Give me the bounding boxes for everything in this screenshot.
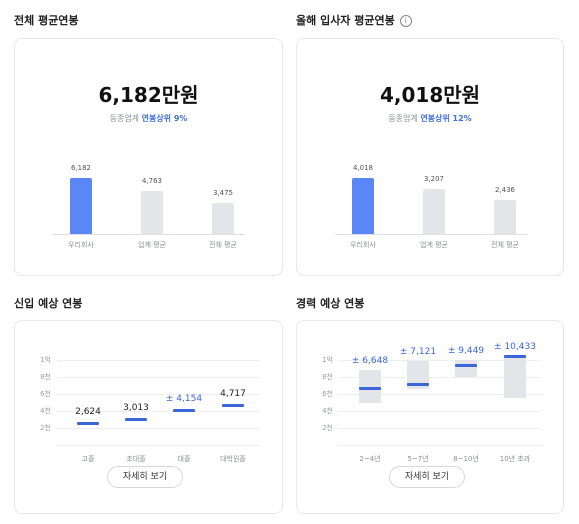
- grid-line: [57, 428, 260, 429]
- salary-mark: [455, 363, 477, 367]
- entry-salary-card: 1억 8천 6천 4천 2천 2,624 고졸 3,013 초대졸 ± 4,154 대졸 4,717 대…: [14, 320, 283, 514]
- bar-category-label: 우리회사: [350, 241, 376, 249]
- overall-salary-rank: 동종업계 연봉상위 9%: [15, 113, 282, 124]
- salary-range: [359, 370, 381, 404]
- grid-line: [57, 445, 260, 446]
- salary-mark: [407, 383, 429, 387]
- new-hire-salary-value: 4,018만원: [379, 83, 481, 107]
- bar-value-label: 3,207: [423, 175, 445, 183]
- grid-line: [57, 394, 260, 395]
- grid-line: [57, 411, 260, 412]
- rank-highlight: 연봉상위 9%: [141, 114, 188, 123]
- salary-value-label: ± 10,433: [494, 342, 536, 353]
- chart-baseline: [53, 234, 245, 235]
- bar: [352, 178, 374, 234]
- x-axis-category: 초대졸: [126, 455, 146, 463]
- salary-value-label: 2,624: [75, 406, 101, 417]
- x-axis-category: 10년 초과: [499, 455, 531, 463]
- rank-highlight: 연봉상위 12%: [420, 114, 472, 123]
- career-salary-card: 1억 8천 6천 4천 2천 ± 6,648 2~4년 ± 7,121 5~7년 ± 9,449 8…: [296, 320, 564, 514]
- x-axis-category: 대졸: [177, 455, 191, 463]
- salary-range: [504, 356, 526, 399]
- grid-line: [339, 411, 542, 412]
- bar-category-label: 전체 평균: [491, 241, 519, 249]
- grid-line: [57, 360, 260, 361]
- bar-category-label: 우리회사: [68, 241, 94, 249]
- new-hire-salary-card: 4,018만원 동종업계 연봉상위 12% 4,018 우리회사 3,207 업계 평…: [296, 38, 564, 276]
- new-hire-salary-rank: 동종업계 연봉상위 12%: [297, 113, 563, 124]
- salary-mark: [125, 418, 147, 422]
- grid-line: [339, 377, 542, 378]
- y-axis-tick: 8천: [322, 373, 333, 381]
- bar-value-label: 3,475: [212, 189, 234, 197]
- x-axis-category: 대학원졸: [220, 455, 246, 463]
- bar-value-label: 4,018: [352, 164, 374, 172]
- bar: [494, 200, 516, 234]
- grid-line: [57, 377, 260, 378]
- y-axis-tick: 2천: [322, 424, 333, 432]
- y-axis-tick: 8천: [40, 373, 51, 381]
- bar-category-label: 업계 평균: [420, 241, 448, 249]
- y-axis-tick: 6천: [40, 390, 51, 398]
- new-hire-salary-title: 올해 입사자 평균연봉 i: [296, 12, 412, 28]
- x-axis-category: 8~10년: [453, 455, 479, 463]
- salary-value-label: ± 7,121: [399, 346, 437, 357]
- y-axis-tick: 2천: [40, 424, 51, 432]
- salary-mark: [359, 387, 381, 391]
- bar-value-label: 2,436: [494, 186, 516, 194]
- salary-range: [455, 360, 477, 377]
- rank-prefix: 동종업계: [388, 114, 418, 123]
- salary-mark: [222, 403, 244, 407]
- salary-mark: [504, 355, 526, 359]
- overall-salary-card: 6,182만원 동종업계 연봉상위 9% 6,182 우리회사 4,763 업계 평균…: [14, 38, 283, 276]
- bar-value-label: 6,182: [70, 164, 92, 172]
- y-axis-tick: 1억: [40, 356, 51, 364]
- salary-value-label: 3,013: [123, 403, 149, 414]
- salary-mark: [77, 421, 99, 425]
- y-axis-tick: 4천: [40, 407, 51, 415]
- bar: [212, 203, 234, 234]
- rank-prefix: 동종업계: [109, 114, 140, 123]
- new-hire-salary-title-text: 올해 입사자 평균연봉: [296, 14, 395, 27]
- career-detail-button[interactable]: 자세히 보기: [389, 466, 465, 488]
- grid-line: [339, 394, 542, 395]
- overall-salary-title: 전체 평균연봉: [14, 14, 79, 27]
- chart-baseline: [335, 234, 527, 235]
- x-axis-category: 2~4년: [359, 455, 381, 463]
- y-axis-tick: 6천: [322, 390, 333, 398]
- bar: [70, 178, 92, 234]
- entry-salary-title: 신입 예상 연봉: [14, 297, 83, 310]
- y-axis-tick: 4천: [322, 407, 333, 415]
- grid-line: [339, 445, 542, 446]
- bar: [141, 191, 163, 234]
- bar-value-label: 4,763: [141, 177, 163, 185]
- salary-value-label: 4,717: [220, 388, 246, 399]
- salary-range: [407, 360, 429, 389]
- bar: [423, 189, 445, 234]
- salary-value-label: ± 4,154: [165, 393, 203, 404]
- salary-value-label: ± 6,648: [351, 356, 389, 367]
- y-axis-tick: 1억: [322, 356, 333, 364]
- salary-mark: [173, 408, 195, 412]
- bar-category-label: 전체 평균: [209, 241, 237, 249]
- overall-salary-value: 6,182만원: [98, 83, 199, 107]
- info-icon[interactable]: i: [399, 15, 412, 27]
- salary-value-label: ± 9,449: [447, 346, 485, 356]
- grid-line: [339, 360, 542, 361]
- entry-detail-button[interactable]: 자세히 보기: [107, 466, 183, 488]
- x-axis-category: 고졸: [81, 455, 95, 463]
- grid-line: [339, 428, 542, 429]
- career-salary-title: 경력 예상 연봉: [296, 297, 365, 310]
- x-axis-category: 5~7년: [407, 455, 429, 463]
- bar-category-label: 업계 평균: [138, 241, 166, 249]
